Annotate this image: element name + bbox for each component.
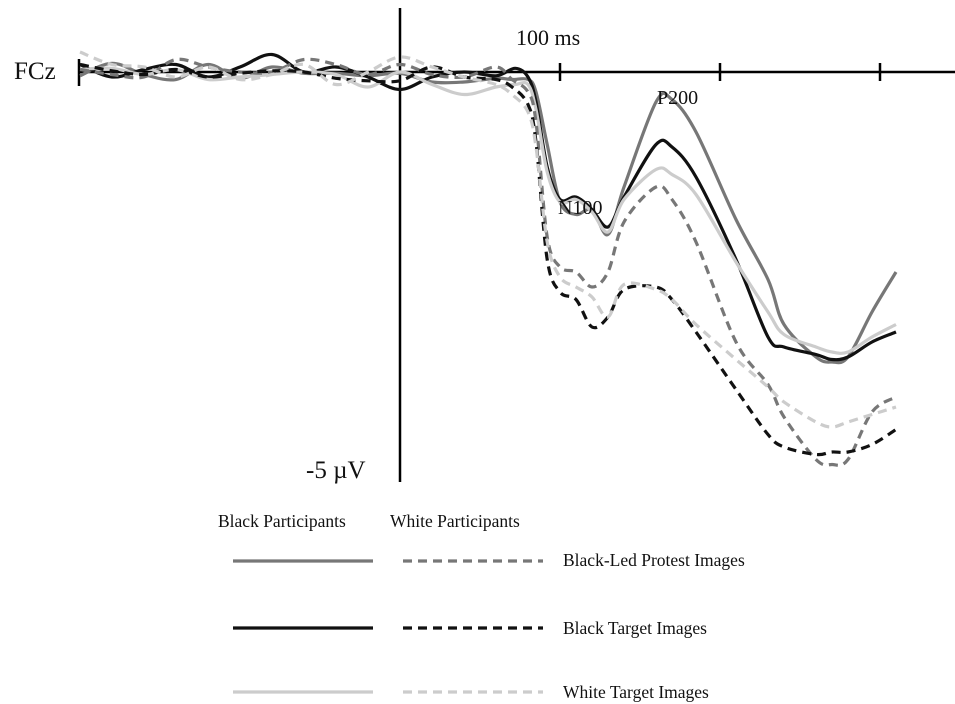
channel-label: FCz	[14, 58, 56, 85]
waveform-white-participants-white-target-images	[79, 50, 897, 429]
waveforms	[79, 50, 898, 467]
legend-label-black-target: Black Target Images	[563, 618, 707, 638]
amplitude-scale-label: -5 µV	[306, 457, 366, 484]
waveform-black-participants-black-led-protest-images	[79, 61, 898, 365]
waveform-white-participants-black-led-protest-images	[79, 57, 897, 467]
waveform-white-participants-black-target-images	[79, 62, 897, 457]
chart-labels: FCz 100 ms -5 µV N100 P200	[14, 25, 698, 484]
component-label-p200: P200	[657, 87, 698, 109]
legend-label-black-led-protest: Black-Led Protest Images	[563, 550, 745, 570]
legend-label-white-target: White Target Images	[563, 682, 709, 702]
waveform-black-participants-black-target-images	[79, 52, 897, 362]
legend-header-black-participants: Black Participants	[218, 511, 346, 531]
legend: Black Participants White Participants Bl…	[218, 511, 745, 702]
component-label-n100: N100	[558, 197, 602, 219]
time-scale-label: 100 ms	[516, 25, 580, 50]
waveform-black-participants-white-target-images	[79, 66, 897, 355]
legend-header-white-participants: White Participants	[390, 511, 520, 531]
